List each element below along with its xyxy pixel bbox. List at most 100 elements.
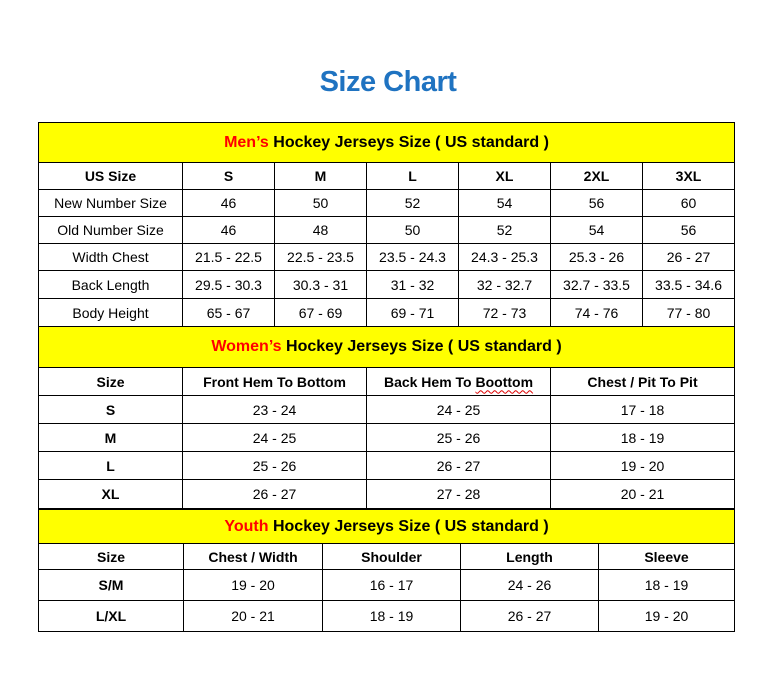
- table-cell: 46: [182, 189, 275, 217]
- youth-heading-highlight: Youth: [224, 517, 269, 535]
- table-cell: 48: [274, 216, 367, 244]
- mens-heading-text: Hockey Jerseys Size ( US standard ): [268, 133, 549, 151]
- table-cell: 56: [641, 216, 736, 244]
- spellcheck-word: Boottom: [475, 373, 534, 390]
- column-header: L: [366, 162, 459, 190]
- table-cell: XL: [38, 479, 183, 509]
- table-cell: 32.7 - 33.5: [550, 270, 643, 299]
- table-cell: 23.5 - 24.3: [366, 243, 459, 271]
- table-row: L 25 - 26 26 - 27 19 - 20: [38, 451, 736, 480]
- table-cell: 18 - 19: [597, 569, 736, 601]
- table-cell: 46: [182, 216, 275, 244]
- youth-header-row: Size Chest / Width Shoulder Length Sleeve: [38, 543, 736, 570]
- table-cell: 24.3 - 25.3: [458, 243, 551, 271]
- column-header: Chest / Width: [183, 543, 323, 570]
- table-row: Width Chest 21.5 - 22.5 22.5 - 23.5 23.5 - …: [38, 243, 736, 271]
- table-cell: 50: [366, 216, 459, 244]
- mens-header-row: US Size S M L XL 2XL 3XL: [38, 162, 736, 190]
- table-cell: L: [38, 451, 183, 480]
- youth-section-heading: Youth Hockey Jerseys Size ( US standard …: [37, 509, 736, 544]
- table-cell: 16 - 17: [322, 569, 461, 601]
- table-row: S 23 - 24 24 - 25 17 - 18: [38, 395, 736, 424]
- table-cell: 25.3 - 26: [550, 243, 643, 271]
- table-cell: 27 - 28: [366, 479, 551, 509]
- table-cell: M: [38, 423, 183, 452]
- column-header: Shoulder: [322, 543, 461, 570]
- table-cell: L/XL: [38, 600, 184, 632]
- table-cell: 33.5 - 34.6: [641, 270, 736, 299]
- table-cell: 20 - 21: [183, 600, 323, 632]
- womens-heading-text: Hockey Jerseys Size ( US standard ): [281, 338, 562, 355]
- table-cell: 65 - 67: [182, 298, 275, 327]
- table-row: Back Length 29.5 - 30.3 30.3 - 31 31 - 32 32…: [38, 270, 736, 299]
- table-cell: S: [38, 395, 183, 424]
- table-cell: 20 - 21: [549, 479, 736, 509]
- womens-size-table: Women’s Hockey Jerseys Size ( US standar…: [37, 326, 736, 509]
- table-row: Old Number Size 46 48 50 52 54 56: [38, 216, 736, 244]
- column-header: M: [274, 162, 367, 190]
- table-cell: 54: [458, 189, 551, 217]
- table-cell: Width Chest: [38, 243, 183, 271]
- column-header: Back Hem To Boottom: [366, 367, 551, 396]
- table-cell: 21.5 - 22.5: [182, 243, 275, 271]
- table-cell: 50: [274, 189, 367, 217]
- table-row: S/M 19 - 20 16 - 17 24 - 26 18 - 19: [38, 569, 736, 601]
- table-cell: Body Height: [38, 298, 183, 327]
- table-cell: 54: [550, 216, 643, 244]
- table-cell: 25 - 26: [366, 423, 551, 452]
- column-header-part: Back Hem To: [383, 373, 476, 390]
- table-cell: 74 - 76: [550, 298, 643, 327]
- table-row: XL 26 - 27 27 - 28 20 - 21: [38, 479, 736, 509]
- table-cell: 25 - 26: [182, 451, 367, 480]
- table-cell: 77 - 80: [641, 298, 736, 327]
- table-cell: 60: [641, 189, 736, 217]
- column-header: 2XL: [550, 162, 643, 190]
- table-cell: 32 - 32.7: [458, 270, 551, 299]
- column-header: Size: [38, 543, 184, 570]
- column-header: Front Hem To Bottom: [182, 367, 367, 396]
- table-cell: 24 - 25: [366, 395, 551, 424]
- table-cell: 52: [366, 189, 459, 217]
- table-cell: 67 - 69: [274, 298, 367, 327]
- table-cell: 52: [458, 216, 551, 244]
- table-cell: 17 - 18: [549, 395, 736, 424]
- womens-section-heading: Women’s Hockey Jerseys Size ( US standar…: [37, 326, 736, 368]
- table-cell: New Number Size: [38, 189, 183, 217]
- table-row: L/XL 20 - 21 18 - 19 26 - 27 19 - 20: [38, 600, 736, 632]
- womens-header-row: Size Front Hem To Bottom Back Hem To Boo…: [38, 367, 736, 396]
- table-cell: 26 - 27: [460, 600, 599, 632]
- table-cell: S/M: [38, 569, 184, 601]
- youth-size-table: Youth Hockey Jerseys Size ( US standard …: [37, 509, 736, 632]
- column-header: 3XL: [641, 162, 736, 190]
- column-header: XL: [458, 162, 551, 190]
- table-cell: 69 - 71: [366, 298, 459, 327]
- youth-heading-text: Hockey Jerseys Size ( US standard ): [268, 517, 549, 535]
- table-cell: 26 - 27: [641, 243, 736, 271]
- womens-heading-highlight: Women’s: [211, 338, 282, 355]
- mens-heading-highlight: Men’s: [224, 133, 269, 151]
- table-cell: Old Number Size: [38, 216, 183, 244]
- table-cell: 56: [550, 189, 643, 217]
- table-cell: 24 - 26: [460, 569, 599, 601]
- column-header: S: [182, 162, 275, 190]
- table-cell: 19 - 20: [597, 600, 736, 632]
- table-cell: 19 - 20: [183, 569, 323, 601]
- table-row: Body Height 65 - 67 67 - 69 69 - 71 72 - 73 7…: [38, 298, 736, 327]
- table-cell: 24 - 25: [182, 423, 367, 452]
- column-header: Size: [38, 367, 183, 396]
- table-cell: 22.5 - 23.5: [274, 243, 367, 271]
- column-header: Sleeve: [597, 543, 736, 570]
- table-row: M 24 - 25 25 - 26 18 - 19: [38, 423, 736, 452]
- table-cell: 19 - 20: [549, 451, 736, 480]
- table-cell: Back Length: [38, 270, 183, 299]
- table-cell: 18 - 19: [322, 600, 461, 632]
- column-header: US Size: [38, 162, 183, 190]
- table-cell: 18 - 19: [549, 423, 736, 452]
- page-title: Size Chart: [319, 66, 457, 98]
- column-header: Length: [460, 543, 599, 570]
- table-row: New Number Size 46 50 52 54 56 60: [38, 189, 736, 217]
- table-cell: 31 - 32: [366, 270, 459, 299]
- table-cell: 29.5 - 30.3: [182, 270, 275, 299]
- table-cell: 26 - 27: [182, 479, 367, 509]
- table-cell: 30.3 - 31: [274, 270, 367, 299]
